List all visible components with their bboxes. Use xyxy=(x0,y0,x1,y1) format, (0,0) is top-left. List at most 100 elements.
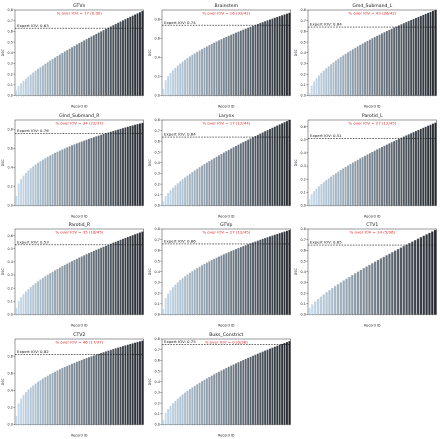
bar xyxy=(195,51,198,96)
y-tick-label: 0.0 xyxy=(154,313,159,317)
bar xyxy=(49,60,52,96)
bar xyxy=(283,14,286,96)
bar xyxy=(105,350,107,424)
bar xyxy=(63,51,66,96)
bar xyxy=(78,360,81,424)
expert-iov-label: Expert IOV: 0.75 xyxy=(164,338,196,343)
bar xyxy=(369,152,372,205)
over-iov-annotation: % over IOV = 35 (18/45) xyxy=(55,230,103,235)
bar xyxy=(386,31,388,96)
y-tick-label: 0.0 xyxy=(8,422,13,426)
bar xyxy=(131,235,134,315)
bar xyxy=(362,268,366,315)
bar xyxy=(365,266,368,315)
bar xyxy=(328,290,331,315)
bar xyxy=(405,134,408,205)
bar xyxy=(58,267,61,315)
bar xyxy=(402,246,406,315)
bar xyxy=(166,192,169,205)
expert-iov-label: Expert IOV: 0.66 xyxy=(164,239,196,244)
chart-panel: Larynx 0.0 0.1 0.2 0.3 0.4 0.5 0.6 0.7 0.8 DSC Expe… xyxy=(148,113,291,218)
bar xyxy=(56,268,59,315)
bar xyxy=(22,294,25,315)
bar xyxy=(68,262,71,315)
bar xyxy=(339,169,342,205)
bar xyxy=(129,125,132,205)
y-tick-label: 0.7 xyxy=(301,19,306,23)
bar xyxy=(415,17,418,96)
bar xyxy=(85,254,88,315)
bar xyxy=(200,49,203,96)
bar xyxy=(61,266,64,315)
y-tick-label: 0.2 xyxy=(8,286,13,290)
bar xyxy=(188,388,191,424)
y-tick-label: 0.3 xyxy=(301,62,306,66)
bar xyxy=(171,287,174,315)
bar xyxy=(398,25,401,96)
y-tick-label: 0.1 xyxy=(301,302,306,306)
bar xyxy=(54,270,56,315)
bar xyxy=(126,126,129,205)
bar xyxy=(314,301,317,315)
bar xyxy=(124,237,127,315)
bar xyxy=(280,122,283,205)
bar xyxy=(24,391,27,424)
bar xyxy=(271,127,273,205)
bar xyxy=(83,358,86,424)
bar xyxy=(330,64,333,96)
y-axis-label: DSC xyxy=(148,158,152,166)
bar xyxy=(37,68,39,96)
bar xyxy=(310,85,313,96)
bar xyxy=(352,162,355,205)
bar xyxy=(210,159,213,205)
bar xyxy=(215,41,218,96)
bar xyxy=(417,129,420,205)
bar xyxy=(239,142,242,205)
y-tick-label: 0.2 xyxy=(8,72,13,76)
bar xyxy=(207,160,210,205)
bar xyxy=(261,238,264,315)
bar xyxy=(198,166,201,205)
bar xyxy=(354,47,357,96)
bar xyxy=(405,22,408,96)
bar xyxy=(24,172,27,205)
bar xyxy=(407,133,410,205)
bar xyxy=(46,156,49,205)
bar xyxy=(139,12,141,96)
bar xyxy=(100,31,103,96)
bar xyxy=(344,166,347,205)
y-axis-label: DSC xyxy=(1,268,5,276)
bar xyxy=(17,86,20,96)
bar xyxy=(90,251,93,315)
bar xyxy=(381,146,384,205)
y-tick-label: 0.7 xyxy=(154,128,159,132)
x-axis-label: Record ID xyxy=(364,105,381,109)
y-tick-label: 0.6 xyxy=(301,249,306,253)
bar xyxy=(268,348,271,424)
y-tick-label: 0.2 xyxy=(154,401,159,405)
bar xyxy=(90,137,93,205)
bar xyxy=(119,346,122,424)
bar xyxy=(229,148,232,205)
bar xyxy=(29,287,32,315)
bar xyxy=(134,234,137,315)
bar xyxy=(224,253,227,315)
bar xyxy=(134,342,137,424)
bar xyxy=(349,50,352,96)
bar xyxy=(205,262,208,315)
bar xyxy=(37,162,39,205)
chart-panel: Gmd_Submand_L 0.0 0.1 0.2 0.3 0.4 0.5 0.6 0.7 0.8… xyxy=(294,3,438,109)
bar xyxy=(29,74,32,96)
expert-iov-label: Expert IOV: 0.82 xyxy=(17,348,49,353)
bar xyxy=(288,119,290,205)
bar xyxy=(275,233,278,315)
bar xyxy=(345,278,348,315)
bar xyxy=(354,273,357,315)
bar xyxy=(183,392,186,424)
bar xyxy=(88,356,90,424)
bar xyxy=(422,14,425,96)
bar xyxy=(75,361,78,424)
bar xyxy=(261,351,264,424)
bar xyxy=(39,379,42,424)
bar xyxy=(337,284,340,315)
